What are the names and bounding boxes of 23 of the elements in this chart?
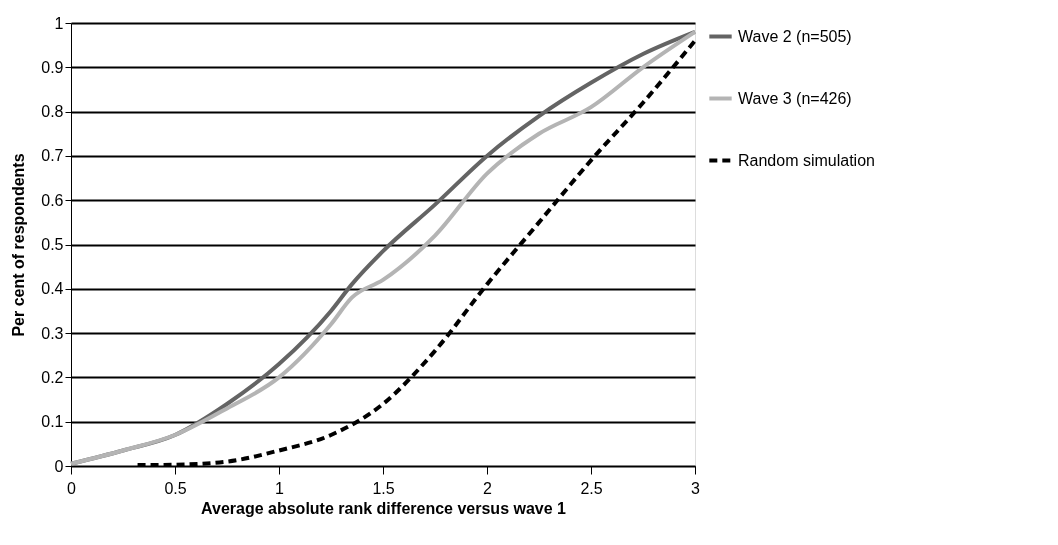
x-tick-label: 2 [483,479,493,497]
y-tick-label: 0.2 [41,368,64,386]
x-tick-label: 0.5 [164,479,187,497]
legend-label: Wave 3 (n=426) [738,89,852,107]
y-tick-label: 0.7 [41,147,64,165]
y-axis-title: Per cent of respondents [10,153,28,337]
x-tick-label: 1.5 [372,479,395,497]
legend-label: Random simulation [738,151,875,169]
x-tick-label: 1 [275,479,285,497]
y-tick-label: 0.9 [41,58,64,76]
x-tick-label: 2.5 [580,479,603,497]
y-tick-label: 0.8 [41,103,64,121]
y-tick-label: 0 [54,457,64,475]
y-tick-label: 0.3 [41,324,64,342]
x-tick-label: 0 [67,479,77,497]
legend-label: Wave 2 (n=505) [738,27,852,45]
x-axis-title: Average absolute rank difference versus wave 1 [201,499,567,517]
x-tick-label: 3 [691,479,701,497]
y-tick-label: 0.6 [41,191,64,209]
y-tick-label: 0.5 [41,236,64,253]
y-tick-label: 0.4 [41,280,64,298]
y-tick-label: 1 [54,14,64,32]
y-tick-label: 0.1 [41,413,64,431]
